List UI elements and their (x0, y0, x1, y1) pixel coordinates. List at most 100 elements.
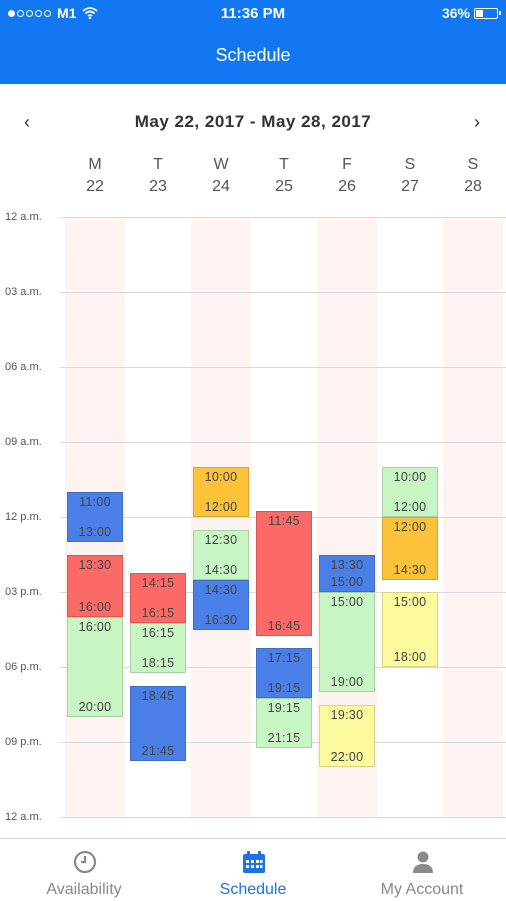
event-end-time: 21:45 (141, 743, 175, 758)
event-start-time: 15:00 (330, 595, 364, 609)
day-letter: M (88, 156, 102, 173)
schedule-event[interactable]: 10:00 12:00 (382, 467, 438, 517)
event-start-time: 11:45 (268, 513, 300, 528)
event-end-time: 19:15 (267, 681, 301, 696)
time-label: 03 p.m. (5, 586, 42, 598)
event-start-time: 13:30 (78, 557, 112, 572)
time-label: 06 a.m. (5, 361, 42, 373)
event-start-time: 16:15 (141, 626, 175, 641)
battery-icon (474, 7, 501, 19)
schedule-event[interactable]: 19:30 22:00 (319, 704, 375, 767)
schedule-event[interactable]: 14:30 16:30 (193, 579, 249, 630)
event-end-time: 14:30 (393, 562, 427, 577)
day-header-fri: F 26 (317, 154, 377, 198)
carrier-name: M1 (57, 5, 77, 21)
event-end-time: 18:15 (141, 656, 175, 671)
time-label: 12 a.m. (5, 211, 42, 223)
event-start-time: 11:00 (79, 495, 111, 509)
week-range: May 22, 2017 - May 28, 2017 (134, 112, 372, 131)
tab-my-account[interactable]: My Account (338, 839, 506, 901)
tab-availability[interactable]: Availability (0, 839, 168, 901)
clock-icon (73, 850, 97, 874)
event-end-time: 16:30 (204, 612, 238, 627)
tab-label: Availability (46, 881, 122, 898)
event-end-time: 16:45 (267, 618, 301, 633)
event-end-time: 14:30 (204, 562, 238, 577)
event-end-time: 22:00 (330, 750, 364, 764)
time-label: 03 a.m. (5, 286, 42, 298)
event-start-time: 12:00 (393, 520, 427, 534)
event-start-time: 10:00 (204, 470, 238, 484)
event-end-time: 13:00 (78, 525, 112, 539)
event-end-time: 16:00 (78, 600, 112, 614)
tab-schedule[interactable]: Schedule (169, 839, 337, 901)
schedule-event[interactable]: 10:00 12:00 (193, 467, 249, 517)
day-column-shade (191, 218, 251, 818)
battery-percent: 36% (441, 5, 470, 21)
event-start-time: 17:15 (267, 651, 301, 666)
schedule-event[interactable]: 13:30 16:00 (67, 554, 123, 617)
event-start-time: 15:00 (393, 595, 427, 609)
event-start-time: 12:30 (204, 532, 238, 547)
hour-line (60, 292, 506, 293)
status-bar: M1 11:36 PM 36% (0, 0, 506, 28)
event-end-time: 15:00 (330, 575, 364, 589)
time-label: 06 p.m. (5, 661, 42, 673)
time-label: 09 p.m. (5, 736, 42, 748)
day-date: 24 (212, 178, 230, 195)
hour-line (60, 817, 506, 818)
time-label: 12 a.m. (5, 811, 42, 823)
event-start-time: 13:30 (330, 557, 364, 572)
schedule-event[interactable]: 18:45 21:45 (130, 685, 186, 761)
schedule-event[interactable]: 16:15 18:15 (130, 623, 186, 674)
time-label: 09 a.m. (5, 436, 42, 448)
day-date: 23 (149, 178, 167, 195)
calendar-icon (243, 851, 265, 873)
time-label: 12 p.m. (5, 511, 42, 523)
tab-label: Schedule (219, 881, 287, 898)
schedule-event[interactable]: 16:00 20:00 (67, 617, 123, 717)
day-letter: F (342, 156, 352, 173)
signal-strength-icon (8, 9, 51, 17)
battery-status: 36% (441, 5, 501, 21)
schedule-event[interactable]: 13:30 15:00 (319, 554, 375, 592)
schedule-event[interactable]: 12:00 14:30 (382, 517, 438, 580)
next-week-button[interactable]: › (474, 112, 480, 132)
schedule-event[interactable]: 19:15 21:15 (256, 698, 312, 749)
hour-line (60, 367, 506, 368)
day-header-mon: M 22 (65, 154, 125, 198)
schedule-event[interactable]: 11:45 16:45 (256, 510, 312, 636)
schedule-event[interactable]: 12:30 14:30 (193, 529, 249, 580)
day-header-tue: T 23 (128, 154, 188, 198)
event-end-time: 19:00 (330, 675, 364, 689)
schedule-event[interactable]: 11:00 13:00 (67, 492, 123, 542)
day-header-wed: W 24 (191, 154, 251, 198)
wifi-icon (82, 7, 99, 19)
event-end-time: 12:00 (393, 500, 427, 514)
day-date: 27 (401, 178, 419, 195)
day-date: 25 (275, 178, 293, 195)
tab-bar: Availability Schedule My Account (0, 838, 506, 901)
person-icon (413, 851, 433, 873)
day-header-thu: T 25 (254, 154, 314, 198)
schedule-event[interactable]: 14:15 16:15 (130, 573, 186, 624)
carrier-signal: M1 (8, 5, 99, 21)
hour-line (60, 442, 506, 443)
day-date: 22 (86, 178, 104, 195)
event-start-time: 14:15 (141, 576, 175, 591)
event-end-time: 18:00 (393, 650, 427, 664)
schedule-event[interactable]: 15:00 19:00 (319, 592, 375, 692)
day-header-sat: S 27 (380, 154, 440, 198)
event-start-time: 14:30 (204, 582, 238, 597)
schedule-event[interactable]: 15:00 18:00 (382, 592, 438, 667)
schedule-event[interactable]: 17:15 19:15 (256, 648, 312, 699)
event-start-time: 10:00 (393, 470, 427, 484)
day-letter: T (153, 156, 163, 173)
day-date: 26 (338, 178, 356, 195)
day-letter: W (213, 156, 229, 173)
event-end-time: 21:15 (267, 731, 301, 746)
event-start-time: 18:45 (141, 688, 175, 703)
day-date: 28 (464, 178, 482, 195)
prev-week-button[interactable]: ‹ (24, 112, 30, 132)
event-start-time: 19:30 (330, 707, 364, 722)
